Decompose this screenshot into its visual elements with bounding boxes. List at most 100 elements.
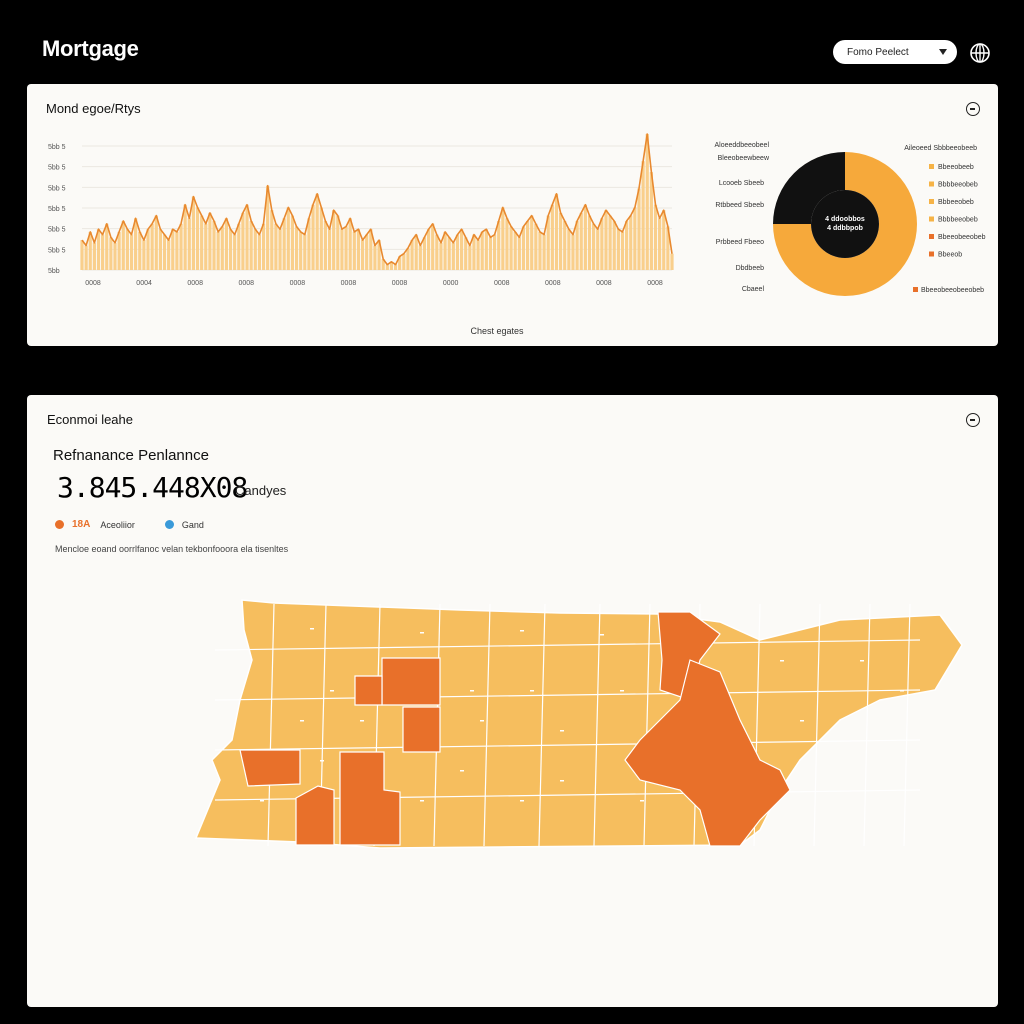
chevron-down-icon: [939, 49, 947, 55]
data-bar: [253, 229, 257, 270]
state-marker: [560, 730, 564, 732]
data-bar: [365, 234, 369, 270]
data-bar: [377, 240, 381, 270]
data-bar: [645, 134, 649, 270]
x-tick-label: 0008: [392, 280, 408, 287]
app-title: Mortgage: [42, 36, 139, 61]
donut-left-label: Rtbbeed Sbeeb: [715, 202, 764, 209]
state-border: [214, 689, 921, 701]
data-bar: [406, 248, 410, 270]
data-bar: [567, 229, 571, 270]
data-bar: [443, 231, 447, 270]
data-bar: [410, 240, 414, 270]
data-bar: [381, 259, 385, 270]
legend-swatch: [913, 287, 918, 292]
data-bar: [266, 185, 270, 270]
donut-left-label: Cbaeel: [742, 286, 765, 293]
x-tick-label: 0004: [136, 280, 152, 287]
data-bar: [426, 229, 431, 270]
highlighted-state: [354, 675, 383, 706]
donut-center-label: 4 ddoobbos: [825, 216, 865, 223]
state-marker: [620, 690, 624, 692]
data-bar: [447, 237, 451, 270]
data-bar: [249, 221, 253, 270]
data-bar: [299, 231, 303, 270]
legend-dot-accent: [55, 520, 64, 529]
data-bar: [340, 229, 344, 270]
data-bar: [327, 229, 332, 270]
data-bar: [554, 193, 559, 270]
map-subtitle: Refnanance Penlannce: [53, 447, 209, 464]
donut-left-label: Lcooeb Sbeeb: [719, 180, 764, 187]
data-bar: [154, 215, 158, 270]
data-bar: [625, 221, 629, 270]
data-bar: [464, 237, 468, 270]
data-bar: [158, 229, 162, 270]
state-marker: [480, 720, 484, 722]
data-bar: [187, 218, 191, 270]
data-bar: [150, 223, 154, 270]
data-bar: [274, 223, 278, 270]
data-bar: [604, 210, 608, 270]
data-bar: [592, 223, 596, 270]
highlighted-state: [239, 749, 301, 787]
panel-menu-icon[interactable]: [966, 413, 980, 427]
data-bar: [563, 221, 567, 270]
data-bar: [414, 234, 418, 270]
data-bar: [303, 234, 307, 270]
donut-hole: [811, 190, 879, 258]
data-bar: [402, 253, 406, 270]
data-bar: [142, 240, 146, 270]
data-bar: [191, 196, 195, 270]
state-border: [483, 603, 491, 847]
date-range-select[interactable]: Fomo Peelect: [833, 40, 957, 64]
data-bar: [336, 215, 340, 270]
data-bar: [88, 231, 92, 270]
data-bar: [237, 223, 241, 270]
state-marker: [800, 720, 804, 722]
legend-swatch: [929, 216, 934, 222]
trend-panel: Mond egoe/Rtys 5bb 5 5bb 5 5bb 5 5bb 5 5bb 5…: [27, 84, 998, 346]
highlighted-state: [381, 657, 441, 706]
globe-icon[interactable]: [969, 42, 991, 64]
panel-menu-icon[interactable]: [966, 102, 980, 116]
y-tick-label: 5bb 5: [48, 165, 66, 172]
donut-legend-label: Bbeeob: [938, 252, 962, 259]
data-bar: [459, 229, 464, 270]
donut-left-label: Bleeobeewbeew: [718, 155, 770, 162]
data-bar: [109, 237, 113, 270]
data-bar: [216, 231, 220, 270]
data-bar: [286, 207, 290, 270]
x-tick-label: 0008: [187, 280, 203, 287]
data-bar: [431, 223, 435, 270]
state-marker: [420, 632, 424, 634]
highlighted-state: [624, 659, 791, 847]
state-marker: [860, 660, 864, 662]
state-marker: [520, 630, 524, 632]
data-bar: [290, 215, 295, 270]
refinance-unit: Candyes: [235, 483, 287, 498]
data-bar: [596, 229, 600, 270]
data-bar: [162, 234, 167, 270]
data-bar: [666, 226, 670, 270]
donut-legend-footer: Bbeeobeeobeeobeb: [921, 287, 984, 294]
data-bar: [282, 218, 286, 270]
data-bar: [521, 226, 526, 270]
data-bar: [513, 231, 517, 270]
data-bar: [484, 229, 488, 270]
donut-center-label: 4 ddbbpob: [827, 225, 863, 232]
data-bar: [658, 218, 662, 270]
state-marker: [520, 800, 524, 802]
state-marker: [460, 770, 464, 772]
data-bar: [179, 223, 183, 270]
state-marker: [600, 634, 604, 636]
state-marker: [310, 628, 314, 630]
data-bar: [224, 218, 229, 270]
donut-legend-label: Bbeeobeeb: [938, 164, 974, 171]
data-bar: [245, 204, 249, 270]
data-bar: [344, 226, 348, 270]
state-marker: [900, 690, 904, 692]
y-tick-label: 5bb: [48, 268, 60, 275]
donut-legend-label: Bbeeobeeobeb: [938, 234, 986, 241]
data-bar: [101, 234, 105, 270]
